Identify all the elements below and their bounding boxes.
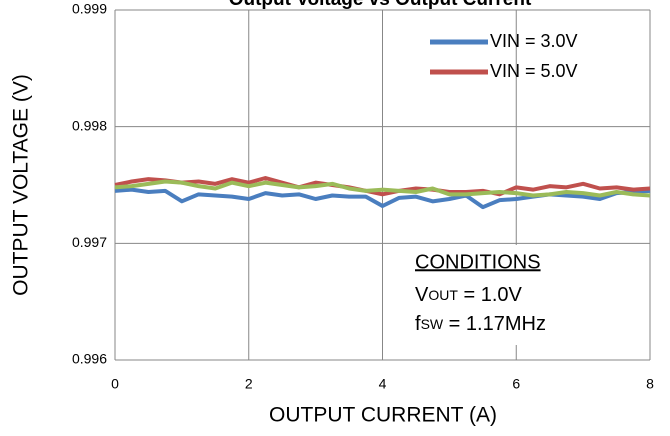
y-tick-label: 0.999 bbox=[72, 1, 107, 17]
x-tick-label: 4 bbox=[379, 376, 387, 392]
chart-title: Output Voltage vs Output Current bbox=[229, 0, 532, 10]
y-tick-label: 0.998 bbox=[72, 117, 107, 133]
condition-line: fSW = 1.17MHz bbox=[415, 313, 546, 335]
x-tick-label: 2 bbox=[245, 376, 253, 392]
y-tick-label: 0.996 bbox=[72, 351, 107, 367]
condition-line: VOUT = 1.0V bbox=[415, 284, 523, 306]
conditions-heading: CONDITIONS bbox=[415, 251, 541, 273]
data-line bbox=[114, 187, 651, 210]
x-tick-label: 0 bbox=[111, 376, 119, 392]
y-axis-title: OUTPUT VOLTAGE (V) bbox=[10, 74, 33, 296]
legend-label: VIN = 3.0V bbox=[490, 31, 578, 51]
y-tick-label: 0.997 bbox=[72, 234, 107, 250]
legend-label: VIN = 5.0V bbox=[490, 61, 578, 81]
legend: VIN = 3.0V VIN = 5.0V bbox=[430, 31, 578, 81]
x-axis-title: OUTPUT CURRENT (A) bbox=[269, 404, 497, 427]
plot-lines bbox=[114, 176, 651, 210]
x-tick-label: 6 bbox=[512, 376, 520, 392]
data-line bbox=[114, 179, 651, 198]
data-line bbox=[114, 176, 651, 197]
conditions-box bbox=[395, 245, 605, 345]
x-tick-label: 8 bbox=[646, 376, 654, 392]
